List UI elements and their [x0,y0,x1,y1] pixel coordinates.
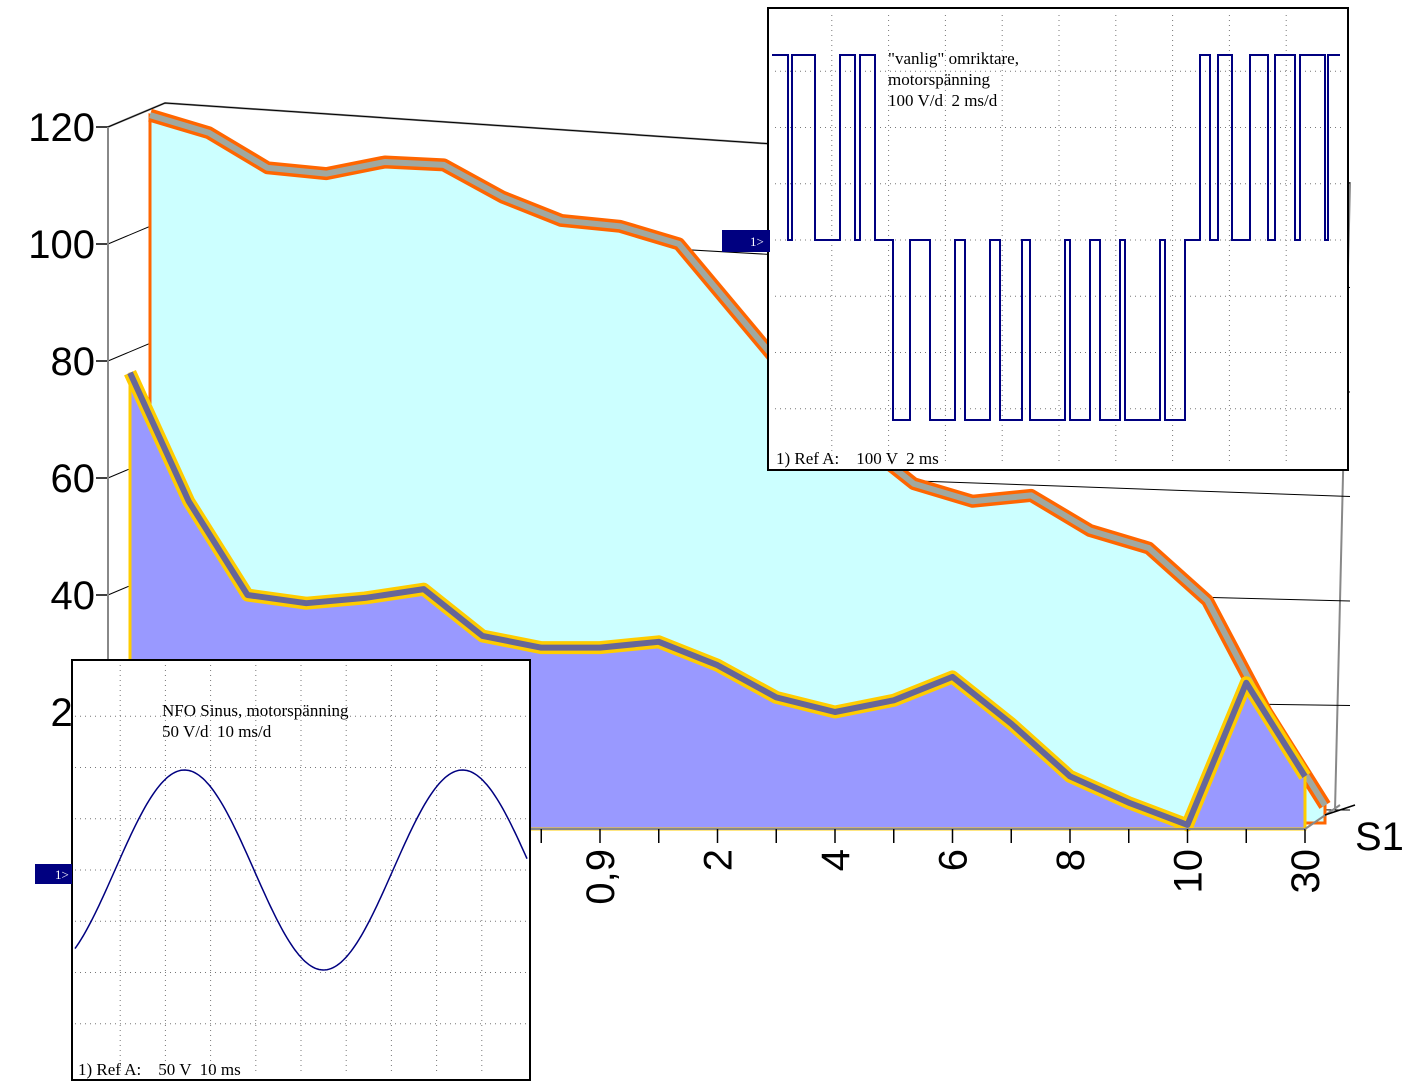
page: 0204060801001200,924681030S1 "vanlig" om… [0,0,1411,1083]
x-tick-label: 8 [1049,849,1093,871]
inset-footer: 1) Ref A: 100 V 2 ms [776,449,939,468]
x-tick-label: 0,9 [579,849,623,905]
scope-inset: "vanlig" omriktare, motorspänning 100 V/… [722,8,1348,470]
inset-text: motorspänning [888,70,990,89]
inset-text: NFO Sinus, motorspänning [162,701,349,720]
y-tick-label: 100 [28,223,95,267]
x-tick-label: 30 [1284,849,1328,894]
y-tick-label: 80 [51,340,96,384]
inset-footer: 1) Ref A: 50 V 10 ms [78,1060,241,1079]
x-tick-label: 2 [697,849,741,871]
y-tick-label: 120 [28,106,95,150]
channel-marker-text: 1> [55,867,69,882]
inset-text: 100 V/d 2 ms/d [888,91,998,110]
inset-text: "vanlig" omriktare, [888,49,1019,68]
x-tick-label: 10 [1167,849,1211,894]
x-tick-label: 6 [932,849,976,871]
y-tick-label: 60 [51,457,96,501]
inset-text: 50 V/d 10 ms/d [162,722,272,741]
x-tick-label: 4 [814,849,858,871]
scope-inset: NFO Sinus, motorspänning 50 V/d 10 ms/d … [35,660,530,1080]
channel-marker-text: 1> [750,234,764,249]
y-tick-label: 40 [51,574,96,618]
z-label: S1 [1355,815,1404,859]
